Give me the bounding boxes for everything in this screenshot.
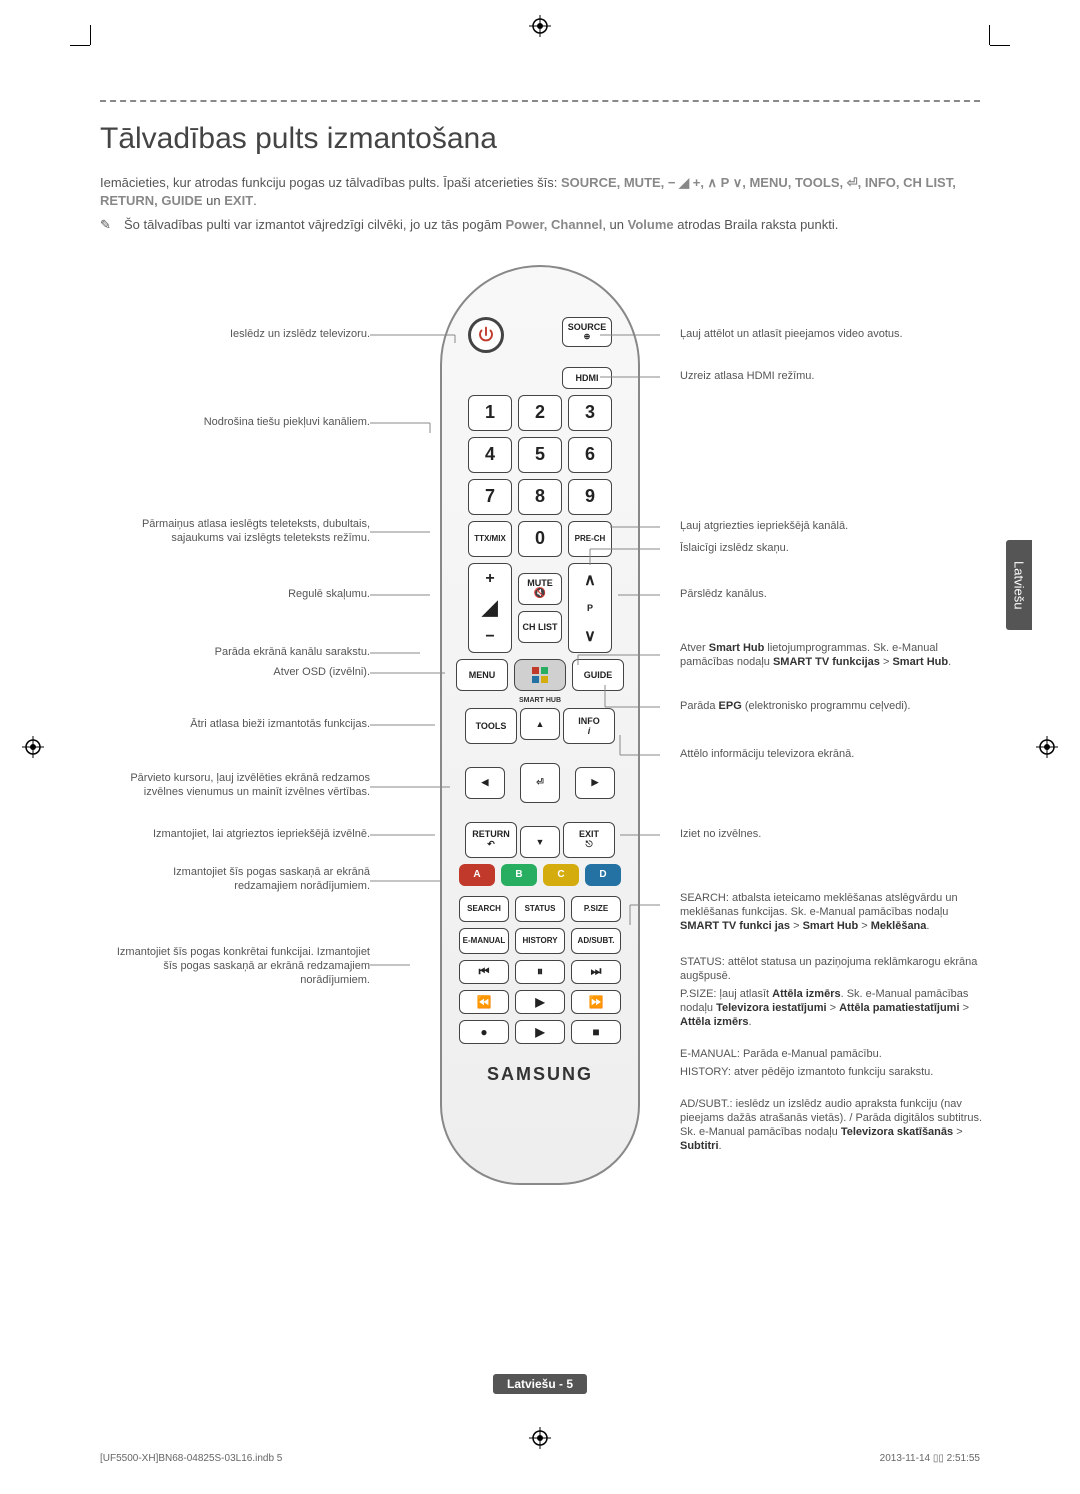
color-d[interactable]: D	[585, 864, 621, 886]
lbl-numbers: Nodrošina tiešu piekļuvi kanāliem.	[204, 415, 370, 429]
color-c[interactable]: C	[543, 864, 579, 886]
num-7[interactable]: 7	[468, 479, 512, 515]
info-button[interactable]: INFOi	[563, 708, 615, 744]
lbl-mute: Īslaicīgi izslēdz skaņu.	[680, 541, 789, 555]
lbl-hdmi: Uzreiz atlasa HDMI režīmu.	[680, 369, 814, 383]
remote-body: SOURCE⊕ HDMI 123 456 789 TTX/MIX0PRE-CH …	[440, 265, 640, 1185]
play-button[interactable]: ▶	[515, 990, 565, 1014]
num-1[interactable]: 1	[468, 395, 512, 431]
remote-diagram: SOURCE⊕ HDMI 123 456 789 TTX/MIX0PRE-CH …	[100, 265, 980, 1235]
footer-right: 2013-11-14 ▯▯ 2:51:55	[880, 1453, 980, 1464]
guide-button[interactable]: GUIDE	[572, 659, 624, 691]
dpad-down[interactable]: ▼	[520, 826, 560, 858]
history-button[interactable]: HISTORY	[515, 928, 565, 954]
lbl-menu: Atver OSD (izvēlni).	[273, 665, 370, 679]
note-icon: ✎	[100, 216, 111, 234]
dpad: TOOLS INFOi ▲ ◀ ⏎ ▶ ▼ RETURN↶ EXIT⎋	[465, 708, 615, 858]
adsubt-button[interactable]: AD/SUBT.	[571, 928, 621, 954]
return-button[interactable]: RETURN↶	[465, 822, 517, 858]
lbl-source: Ļauj attēlot un atlasīt pieejamos video …	[680, 327, 903, 341]
pause-button[interactable]: ⏸	[515, 960, 565, 984]
lbl-power: Ieslēdz un izslēdz televizoru.	[230, 327, 370, 341]
channel-rocker[interactable]: ∧P∨	[568, 563, 612, 653]
hdmi-button[interactable]: HDMI	[562, 367, 612, 389]
dpad-enter[interactable]: ⏎	[520, 763, 560, 803]
lbl-channel: Pārslēdz kanālus.	[680, 587, 767, 601]
num-3[interactable]: 3	[568, 395, 612, 431]
status-button[interactable]: STATUS	[515, 896, 565, 922]
psize-button[interactable]: P.SIZE	[571, 896, 621, 922]
num-6[interactable]: 6	[568, 437, 612, 473]
dpad-right[interactable]: ▶	[575, 767, 615, 799]
dpad-up[interactable]: ▲	[520, 708, 560, 740]
num-0[interactable]: 0	[518, 521, 562, 557]
lbl-tools: Ātri atlasa bieži izmantotās funkcijas.	[190, 717, 370, 731]
page-title: Tālvadības pults izmantošana	[100, 100, 980, 156]
lbl-prech: Ļauj atgriezties iepriekšējā kanālā.	[680, 519, 848, 533]
chlist-button[interactable]: CH LIST	[518, 611, 562, 643]
lbl-status: STATUS: attēlot statusa un paziņojuma re…	[680, 955, 980, 984]
play2-button[interactable]: ▶	[515, 1020, 565, 1044]
lbl-return: Izmantojiet, lai atgrieztos iepriekšējā …	[153, 827, 370, 841]
color-b[interactable]: B	[501, 864, 537, 886]
power-button[interactable]	[468, 317, 504, 353]
lbl-fn: Izmantojiet šīs pogas konkrētai funkcija…	[110, 945, 370, 988]
lbl-dpad: Pārvieto kursoru, ļauj izvēlēties ekrānā…	[100, 771, 370, 800]
lbl-emanual: E-MANUAL: Parāda e-Manual pamācību.	[680, 1047, 882, 1061]
exit-button[interactable]: EXIT⎋	[563, 822, 615, 858]
rec-button[interactable]: ●	[459, 1020, 509, 1044]
note-text: ✎ Šo tālvadības pulti var izmantot vājre…	[100, 216, 980, 234]
brand-label: SAMSUNG	[452, 1064, 628, 1085]
lbl-history: HISTORY: atver pēdējo izmantoto funkciju…	[680, 1065, 970, 1079]
next-track-button[interactable]: ⏭	[571, 960, 621, 984]
num-5[interactable]: 5	[518, 437, 562, 473]
prev-track-button[interactable]: ⏮	[459, 960, 509, 984]
smarthub-button[interactable]	[514, 659, 566, 691]
emanual-button[interactable]: E-MANUAL	[459, 928, 509, 954]
lbl-search: SEARCH: atbalsta ieteicamo meklēšanas at…	[680, 891, 990, 934]
ttx-button[interactable]: TTX/MIX	[468, 521, 512, 557]
lbl-guide: Parāda EPG (elektronisko programmu ceļve…	[680, 699, 911, 713]
stop-button[interactable]: ■	[571, 1020, 621, 1044]
search-button[interactable]: SEARCH	[459, 896, 509, 922]
smarthub-label: SMART HUB	[452, 697, 628, 704]
num-2[interactable]: 2	[518, 395, 562, 431]
page-number: Latviešu - 5	[493, 1374, 587, 1394]
ffwd-button[interactable]: ⏩	[571, 990, 621, 1014]
menu-button[interactable]: MENU	[456, 659, 508, 691]
lbl-exit: Iziet no izvēlnes.	[680, 827, 761, 841]
dpad-left[interactable]: ◀	[465, 767, 505, 799]
lbl-colors: Izmantojiet šīs pogas saskaņā ar ekrānā …	[120, 865, 370, 894]
lbl-psize: P.SIZE: ļauj atlasīt Attēla izmērs. Sk. …	[680, 987, 990, 1030]
num-8[interactable]: 8	[518, 479, 562, 515]
language-tab: Latviešu	[1006, 540, 1032, 630]
source-button[interactable]: SOURCE⊕	[562, 317, 612, 347]
color-a[interactable]: A	[459, 864, 495, 886]
lbl-ttx: Pārmaiņus atlasa ieslēgts teleteksts, du…	[110, 517, 370, 546]
intro-text: Iemācieties, kur atrodas funkciju pogas …	[100, 174, 980, 210]
num-9[interactable]: 9	[568, 479, 612, 515]
footer-left: [UF5500-XH]BN68-04825S-03L16.indb 5	[100, 1453, 282, 1464]
volume-rocker[interactable]: +◢−	[468, 563, 512, 653]
lbl-smarthub: Atver Smart Hub lietojumprogrammas. Sk. …	[680, 641, 980, 670]
lbl-chlist: Parāda ekrānā kanālu sarakstu.	[215, 645, 370, 659]
lbl-adsubt: AD/SUBT.: ieslēdz un izslēdz audio aprak…	[680, 1097, 990, 1154]
tools-button[interactable]: TOOLS	[465, 708, 517, 744]
lbl-vol: Regulē skaļumu.	[288, 587, 370, 601]
prech-button[interactable]: PRE-CH	[568, 521, 612, 557]
rewind-button[interactable]: ⏪	[459, 990, 509, 1014]
mute-button[interactable]: MUTE🔇	[518, 573, 562, 605]
num-4[interactable]: 4	[468, 437, 512, 473]
lbl-info: Attēlo informāciju televizora ekrānā.	[680, 747, 854, 761]
